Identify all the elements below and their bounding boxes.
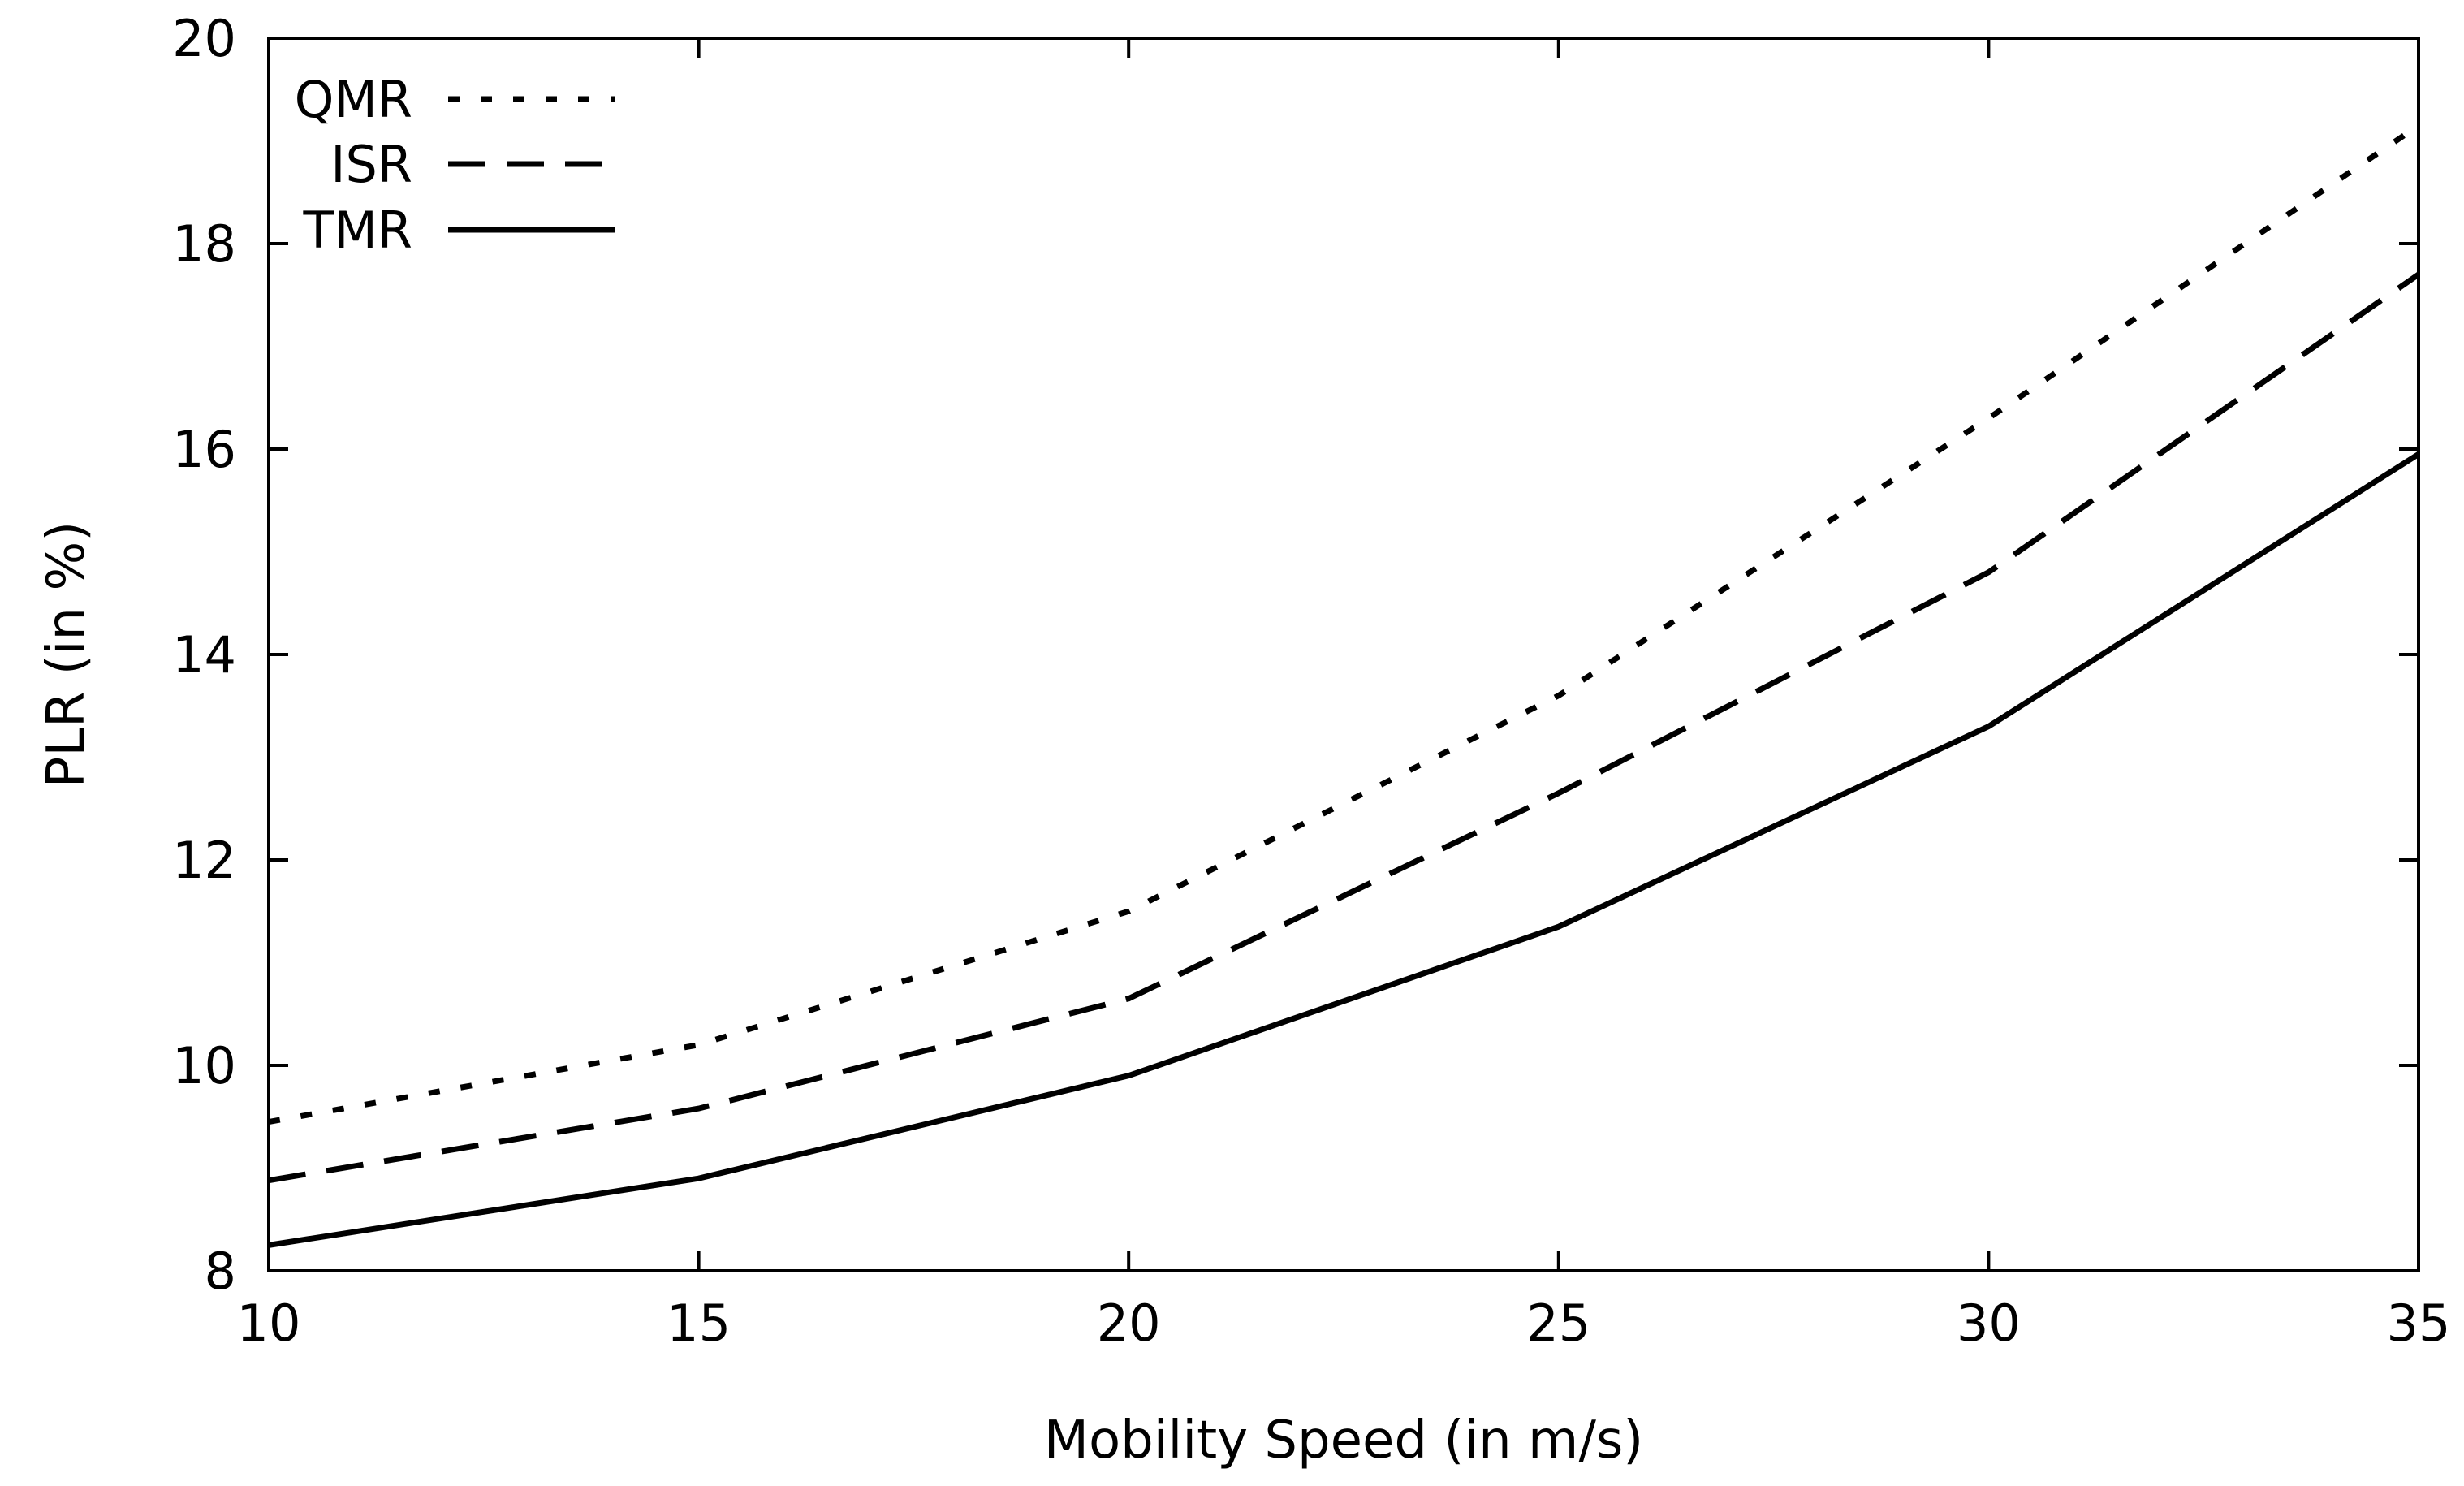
data-point-isr	[698, 1108, 699, 1109]
x-tick-label: 10	[237, 1294, 301, 1353]
y-tick-label: 12	[172, 831, 236, 890]
x-tick-label: 15	[667, 1294, 731, 1353]
y-tick-label: 18	[172, 214, 236, 274]
y-tick-label: 10	[172, 1036, 236, 1095]
legend-label-tmr: TMR	[303, 201, 412, 260]
legend-label-qmr: QMR	[295, 70, 412, 129]
y-tick-label: 20	[172, 9, 236, 68]
data-point-isr	[1128, 998, 1129, 999]
y-tick-label: 8	[205, 1242, 236, 1301]
data-point-qmr	[1128, 911, 1129, 912]
x-tick-label: 20	[1097, 1294, 1161, 1353]
x-tick-label: 30	[1957, 1294, 2021, 1353]
data-point-tmr	[1128, 1075, 1129, 1076]
x-tick-label: 35	[2387, 1294, 2451, 1353]
x-axis-label: Mobility Speed (in m/s)	[1044, 1410, 1644, 1471]
y-tick-label: 14	[172, 625, 236, 685]
data-point-qmr	[1558, 695, 1559, 696]
y-axis-label: PLR (in %)	[37, 521, 97, 788]
legend-label-isr: ISR	[330, 135, 412, 194]
y-tick-label: 16	[172, 420, 236, 479]
series-line-qmr	[268, 123, 2420, 1125]
x-tick-label: 25	[1526, 1294, 1590, 1353]
series-lines	[268, 123, 2420, 1248]
series-line-tmr	[268, 451, 2420, 1248]
data-point-tmr	[1988, 726, 1989, 727]
legend: QMR ISR TMR	[295, 70, 615, 260]
data-point-qmr	[698, 1044, 699, 1045]
plot-frame	[267, 37, 2420, 1272]
series-line-isr	[268, 272, 2420, 1184]
data-point-tmr	[698, 1178, 699, 1179]
data-point-qmr	[1988, 418, 1989, 419]
